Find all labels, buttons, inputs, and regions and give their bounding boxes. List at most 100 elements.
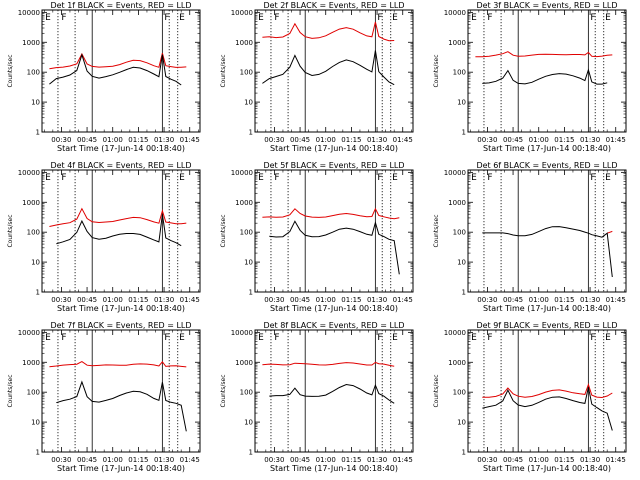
panel-title: Det 2f BLACK = Events, RED = LLD [263, 1, 404, 10]
interval-marker: E [45, 173, 51, 183]
events-series-line [56, 380, 187, 432]
x-axis-label: Start Time (17-Jun-14 00:18:40) [57, 304, 185, 313]
x-tick-label: 01:30 [580, 136, 600, 144]
plot-frame [254, 9, 414, 133]
x-tick-label: 01:45 [180, 456, 200, 464]
y-tick-label: 100 [27, 69, 40, 77]
events-series-line [269, 220, 400, 275]
x-tick-label: 01:45 [606, 136, 626, 144]
x-axis-label: Start Time (17-Jun-14 00:18:40) [483, 144, 611, 153]
x-tick-label: 01:45 [180, 136, 200, 144]
interval-marker: E [605, 13, 611, 23]
interval-marker: E [392, 13, 398, 23]
events-series-line [269, 383, 395, 404]
x-tick-label: 01:15 [128, 296, 148, 304]
x-tick-label: 00:30 [477, 296, 497, 304]
x-tick-label: 01:00 [529, 136, 549, 144]
interval-marker: F [274, 13, 279, 23]
x-tick-label: 01:30 [154, 296, 174, 304]
lld-series-line [262, 207, 400, 220]
y-tick-label: 10 [457, 99, 466, 107]
y-tick-label: 100 [27, 229, 40, 237]
y-tick-label: 10000 [231, 329, 253, 337]
lld-series-line [262, 361, 395, 367]
y-tick-label: 1 [249, 449, 253, 457]
interval-marker: F [487, 173, 492, 183]
x-tick-label: 00:45 [503, 296, 523, 304]
interval-marker: F [61, 333, 66, 343]
x-tick-label: 00:45 [77, 136, 97, 144]
y-tick-label: 100 [240, 389, 253, 397]
y-tick-label: 1000 [448, 359, 466, 367]
x-tick-label: 01:45 [606, 296, 626, 304]
y-axis-label: Counts/sec [220, 54, 227, 87]
x-tick-label: 01:00 [316, 456, 336, 464]
x-tick-label: 00:45 [77, 456, 97, 464]
y-tick-label: 10 [244, 419, 253, 427]
y-tick-label: 1 [249, 289, 253, 297]
x-tick-label: 01:45 [393, 456, 413, 464]
panel-title: Det 7f BLACK = Events, RED = LLD [50, 321, 191, 330]
x-axis-label: Start Time (17-Jun-14 00:18:40) [270, 304, 398, 313]
x-tick-label: 01:15 [554, 456, 574, 464]
interval-marker: E [179, 173, 185, 183]
x-tick-label: 01:30 [367, 136, 387, 144]
x-tick-label: 00:30 [264, 136, 284, 144]
x-tick-label: 01:00 [103, 456, 123, 464]
panel-title: Det 4f BLACK = Events, RED = LLD [50, 161, 191, 170]
y-tick-label: 100 [453, 229, 466, 237]
interval-marker: E [471, 173, 477, 183]
x-tick-label: 01:45 [393, 296, 413, 304]
y-tick-label: 1000 [235, 199, 253, 207]
y-tick-label: 100 [240, 69, 253, 77]
y-tick-label: 10 [244, 259, 253, 267]
x-tick-label: 00:45 [77, 296, 97, 304]
x-tick-label: 00:30 [264, 456, 284, 464]
x-tick-label: 01:30 [154, 136, 174, 144]
interval-marker: F [274, 333, 279, 343]
x-tick-label: 00:30 [477, 136, 497, 144]
x-axis-label: Start Time (17-Jun-14 00:18:40) [483, 464, 611, 473]
y-tick-label: 1000 [22, 39, 40, 47]
x-tick-label: 01:00 [529, 296, 549, 304]
x-tick-label: 01:00 [103, 136, 123, 144]
x-tick-label: 01:00 [316, 296, 336, 304]
x-tick-label: 01:00 [103, 296, 123, 304]
y-tick-label: 10000 [444, 169, 466, 177]
interval-marker: E [179, 333, 185, 343]
y-tick-label: 10 [31, 259, 40, 267]
interval-marker: E [258, 13, 264, 23]
x-tick-label: 01:30 [580, 456, 600, 464]
x-tick-label: 00:30 [51, 296, 71, 304]
y-axis-label: Counts/sec [7, 54, 14, 87]
x-tick-label: 01:45 [393, 136, 413, 144]
x-tick-label: 01:15 [128, 456, 148, 464]
y-tick-label: 1000 [448, 39, 466, 47]
events-series-line [482, 226, 613, 278]
panel-title: Det 6f BLACK = Events, RED = LLD [476, 161, 617, 170]
x-tick-label: 00:30 [477, 456, 497, 464]
y-tick-label: 10000 [444, 329, 466, 337]
y-tick-label: 1000 [235, 39, 253, 47]
events-series-line [49, 53, 182, 86]
x-tick-label: 01:30 [580, 296, 600, 304]
plot-frame [41, 9, 201, 133]
panel-title: Det 3f BLACK = Events, RED = LLD [476, 1, 617, 10]
interval-marker: E [605, 333, 611, 343]
x-tick-label: 00:30 [264, 296, 284, 304]
x-tick-label: 01:15 [128, 136, 148, 144]
x-tick-label: 00:45 [290, 296, 310, 304]
events-series-line [262, 50, 395, 86]
x-tick-label: 01:45 [606, 456, 626, 464]
x-tick-label: 01:15 [554, 136, 574, 144]
interval-marker: E [258, 173, 264, 183]
x-tick-label: 00:30 [51, 136, 71, 144]
interval-marker: E [392, 173, 398, 183]
interval-marker: F [377, 173, 382, 183]
